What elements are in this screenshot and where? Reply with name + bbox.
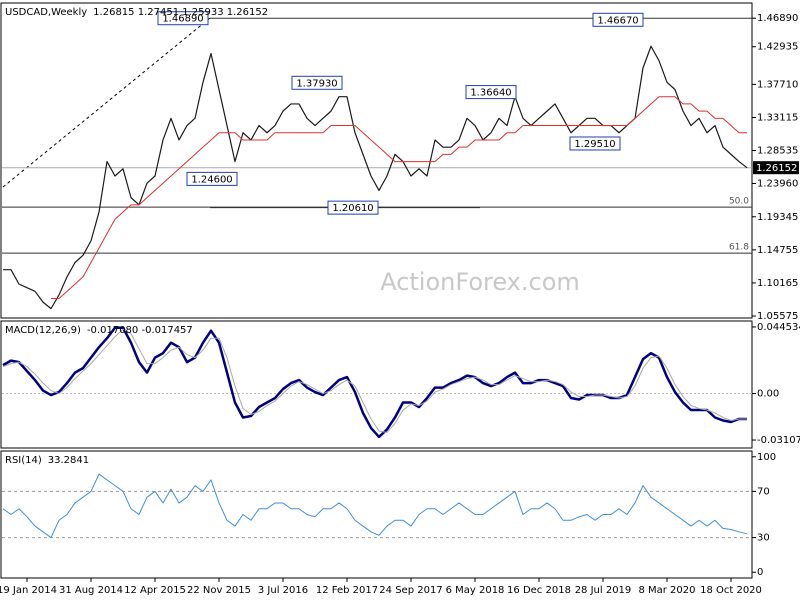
annotation-label: 1.46890: [162, 14, 203, 25]
annotation-label: 1.29510: [574, 139, 615, 150]
annotation-box: [186, 171, 238, 186]
watermark: ActionForex.com: [380, 268, 580, 296]
y-tick-label: 1.33115: [757, 113, 798, 124]
x-tick-label: 12 Feb 2017: [316, 585, 378, 596]
series-line: [2, 326, 747, 439]
panel-title: RSI(14): [5, 455, 42, 466]
x-tick-label: 19 Jan 2014: [0, 585, 57, 596]
x-tick-label: 16 Dec 2018: [507, 585, 571, 596]
annotation-box: [465, 85, 517, 100]
last-price-box: [753, 161, 799, 175]
y-tick-label: 1.46890: [757, 13, 798, 24]
annotation-label: 1.46670: [597, 15, 638, 26]
fib-label: 50.0: [729, 197, 749, 207]
panel-title: MACD(12,26,9): [5, 325, 81, 336]
annotation-box: [291, 75, 343, 90]
annotation-label: 1.20610: [332, 203, 373, 214]
y-tick-label: 70: [757, 486, 770, 497]
annotation-box: [569, 136, 621, 151]
annotation-label: 1.37930: [296, 78, 337, 89]
y-tick-label: 1.37710: [757, 79, 798, 90]
y-tick-label: 0.044534: [757, 322, 800, 333]
y-tick-label: 1.05575: [757, 311, 798, 322]
y-tick-label: 100: [757, 452, 776, 463]
panel-header: 33.2841: [48, 455, 89, 466]
annotation-box: [327, 200, 379, 215]
y-tick-label: 1.23960: [757, 178, 798, 189]
series-line: [2, 473, 748, 539]
y-tick-label: 30: [757, 533, 770, 544]
x-tick-label: 28 Jul 2019: [575, 585, 632, 596]
x-tick-label: 31 Aug 2014: [59, 585, 123, 596]
y-tick-label: 1.14755: [757, 245, 798, 256]
y-tick-label: 1.28535: [757, 146, 798, 157]
series-line: [3, 45, 748, 310]
panel-frame: [0, 320, 753, 449]
x-tick-label: 22 Nov 2015: [187, 585, 251, 596]
y-tick-label: 0.00: [757, 389, 779, 400]
annotation-label: 1.24600: [191, 174, 232, 185]
fib-label: 61.8: [729, 243, 749, 253]
x-tick-label: 8 Mar 2020: [638, 585, 695, 596]
annotation-label: 1.36640: [470, 88, 511, 99]
y-tick-label: 1.10165: [757, 278, 798, 289]
series-line: [51, 96, 747, 300]
annotation-box: [592, 12, 644, 27]
y-tick-label: -0.031072: [757, 435, 800, 446]
x-tick-label: 6 May 2018: [446, 585, 505, 596]
x-tick-label: 18 Oct 2020: [700, 585, 762, 596]
panel-frame: [0, 450, 753, 579]
x-tick-label: 12 Apr 2015: [124, 585, 186, 596]
x-tick-label: 3 Jul 2016: [258, 585, 308, 596]
trend-line: [2, 17, 211, 188]
panel-header: -0.017080 -0.017457: [87, 325, 193, 336]
panel-title: USDCAD,Weekly: [5, 7, 87, 18]
y-tick-label: 1.19345: [757, 212, 798, 223]
x-tick-label: 24 Sep 2017: [379, 585, 442, 596]
y-tick-label: 0: [757, 567, 763, 578]
panel-header: 1.26815 1.27451 1.25933 1.26152: [93, 7, 268, 18]
series-line: [2, 328, 747, 433]
y-tick-label: 1.42935: [757, 42, 798, 53]
annotation-box: [157, 11, 209, 26]
panel-frame: [0, 2, 753, 319]
last-price-label: 1.26152: [756, 163, 797, 174]
